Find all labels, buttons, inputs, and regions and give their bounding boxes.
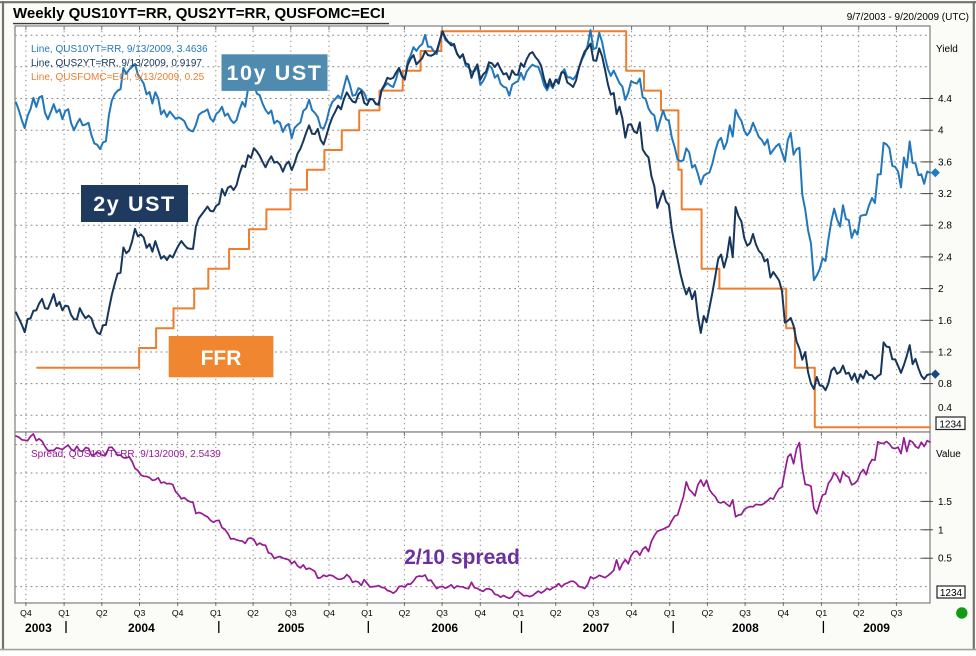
svg-text:Q4: Q4 <box>475 608 487 618</box>
svg-text:Q1: Q1 <box>210 608 222 618</box>
svg-text:Q4: Q4 <box>172 608 184 618</box>
svg-text:2/10 spread: 2/10 spread <box>404 546 520 569</box>
svg-text:1: 1 <box>938 525 944 536</box>
svg-text:0.8: 0.8 <box>938 379 952 390</box>
svg-text:1.6: 1.6 <box>938 316 952 327</box>
svg-text:Q1: Q1 <box>664 608 676 618</box>
svg-text:Q1: Q1 <box>361 608 373 618</box>
svg-text:1234: 1234 <box>940 588 963 599</box>
svg-text:1234: 1234 <box>939 420 962 431</box>
svg-text:Q4: Q4 <box>626 608 638 618</box>
svg-text:Q3: Q3 <box>134 608 146 618</box>
svg-text:2: 2 <box>938 284 944 295</box>
svg-text:Value: Value <box>936 449 961 460</box>
svg-text:2.8: 2.8 <box>938 221 952 232</box>
svg-text:0.5: 0.5 <box>938 554 952 565</box>
svg-text:Q2: Q2 <box>247 608 259 618</box>
svg-text:Line, QUS2YT=RR, 9/13/2009, 0.: Line, QUS2YT=RR, 9/13/2009, 0.9197 <box>31 58 202 69</box>
svg-text:2.4: 2.4 <box>938 252 952 263</box>
svg-text:2005: 2005 <box>278 621 305 635</box>
svg-text:Q1: Q1 <box>58 608 70 618</box>
svg-text:2008: 2008 <box>732 621 759 635</box>
svg-text:Q3: Q3 <box>891 608 903 618</box>
svg-text:2004: 2004 <box>128 621 155 635</box>
svg-text:FFR: FFR <box>201 347 242 370</box>
svg-text:4: 4 <box>938 126 944 137</box>
svg-text:Q2: Q2 <box>702 608 714 618</box>
svg-text:4.4: 4.4 <box>938 94 952 105</box>
svg-text:Q3: Q3 <box>436 608 448 618</box>
svg-text:Q4: Q4 <box>323 608 335 618</box>
svg-text:Q4: Q4 <box>20 608 32 618</box>
svg-text:Line, QUSFOMC=ECI, 9/13/2009,: Line, QUSFOMC=ECI, 9/13/2009, 0.25 <box>31 72 205 83</box>
svg-text:Spread, QUS10YT=RR, 9/13/2009,: Spread, QUS10YT=RR, 9/13/2009, 2.5439 <box>31 449 221 460</box>
svg-text:1.5: 1.5 <box>938 497 952 508</box>
svg-text:Q3: Q3 <box>739 608 751 618</box>
svg-text:Yield: Yield <box>936 44 958 55</box>
svg-text:1.2: 1.2 <box>938 348 952 359</box>
svg-text:Q2: Q2 <box>550 608 562 618</box>
svg-text:2006: 2006 <box>431 621 458 635</box>
svg-text:Q1: Q1 <box>513 608 525 618</box>
svg-text:Weekly QUS10YT=RR, QUS2YT=RR,: Weekly QUS10YT=RR, QUS2YT=RR, QUSFOMC=EC… <box>13 5 385 22</box>
svg-text:3.6: 3.6 <box>938 157 952 168</box>
svg-text:Q4: Q4 <box>778 608 790 618</box>
svg-text:Q2: Q2 <box>96 608 108 618</box>
svg-text:2007: 2007 <box>583 621 610 635</box>
svg-text:2y UST: 2y UST <box>93 192 176 216</box>
svg-text:Q2: Q2 <box>853 608 865 618</box>
svg-text:2009: 2009 <box>863 621 890 635</box>
svg-text:10y UST: 10y UST <box>226 61 322 85</box>
svg-text:Line, QUS10YT=RR, 9/13/2009, 3: Line, QUS10YT=RR, 9/13/2009, 3.4636 <box>31 44 208 55</box>
svg-text:Q2: Q2 <box>399 608 411 618</box>
svg-text:Q3: Q3 <box>285 608 297 618</box>
svg-text:9/7/2003 - 9/20/2009 (UTC): 9/7/2003 - 9/20/2009 (UTC) <box>847 12 969 23</box>
svg-text:0.4: 0.4 <box>938 403 952 414</box>
svg-text:Q1: Q1 <box>816 608 828 618</box>
svg-text:Q3: Q3 <box>588 608 600 618</box>
svg-text:3.2: 3.2 <box>938 189 952 200</box>
svg-text:2003: 2003 <box>25 621 52 635</box>
